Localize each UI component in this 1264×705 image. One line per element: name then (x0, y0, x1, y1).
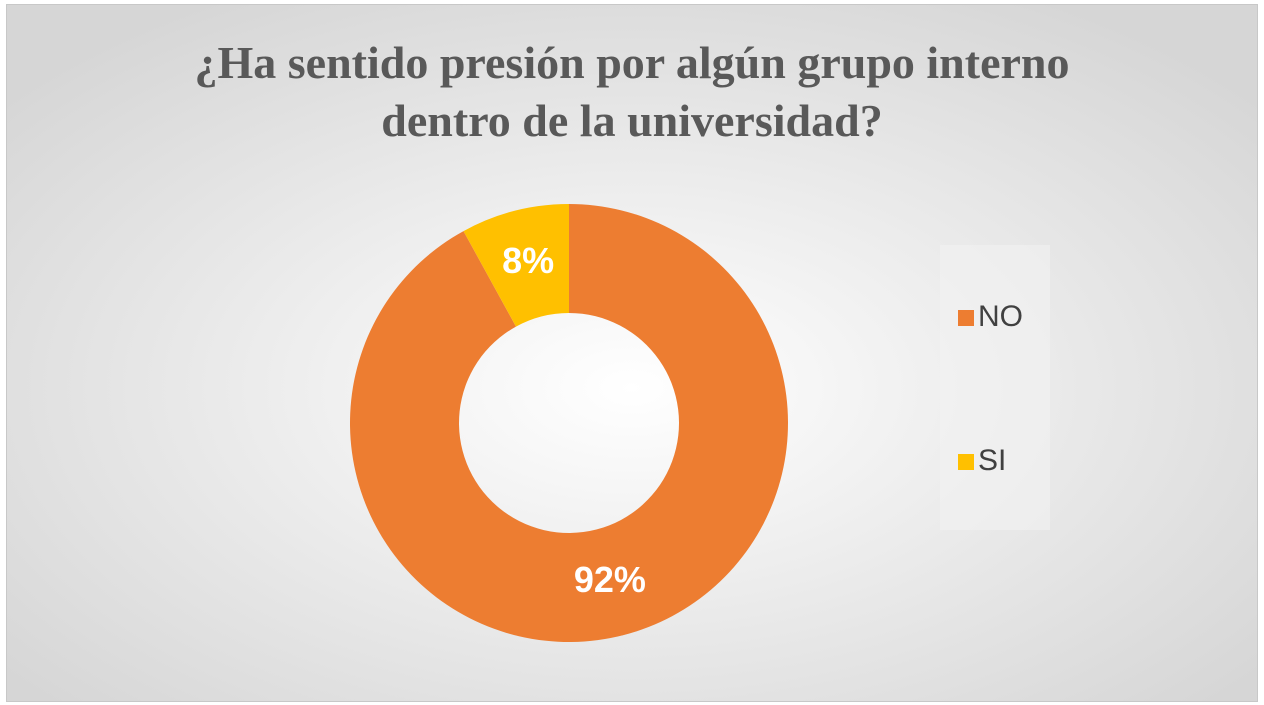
legend-box (940, 245, 1050, 530)
legend-label: SI (978, 444, 1006, 477)
legend-swatch (958, 310, 974, 326)
data-label: 92% (574, 559, 646, 600)
donut-slice (463, 204, 569, 327)
chart-title: ¿Ha sentido presión por algún grupo inte… (194, 37, 1070, 146)
legend-label: NO (978, 300, 1023, 333)
donut-slice (349, 204, 788, 642)
legend-swatch (958, 454, 974, 470)
data-label: 8% (502, 240, 554, 281)
